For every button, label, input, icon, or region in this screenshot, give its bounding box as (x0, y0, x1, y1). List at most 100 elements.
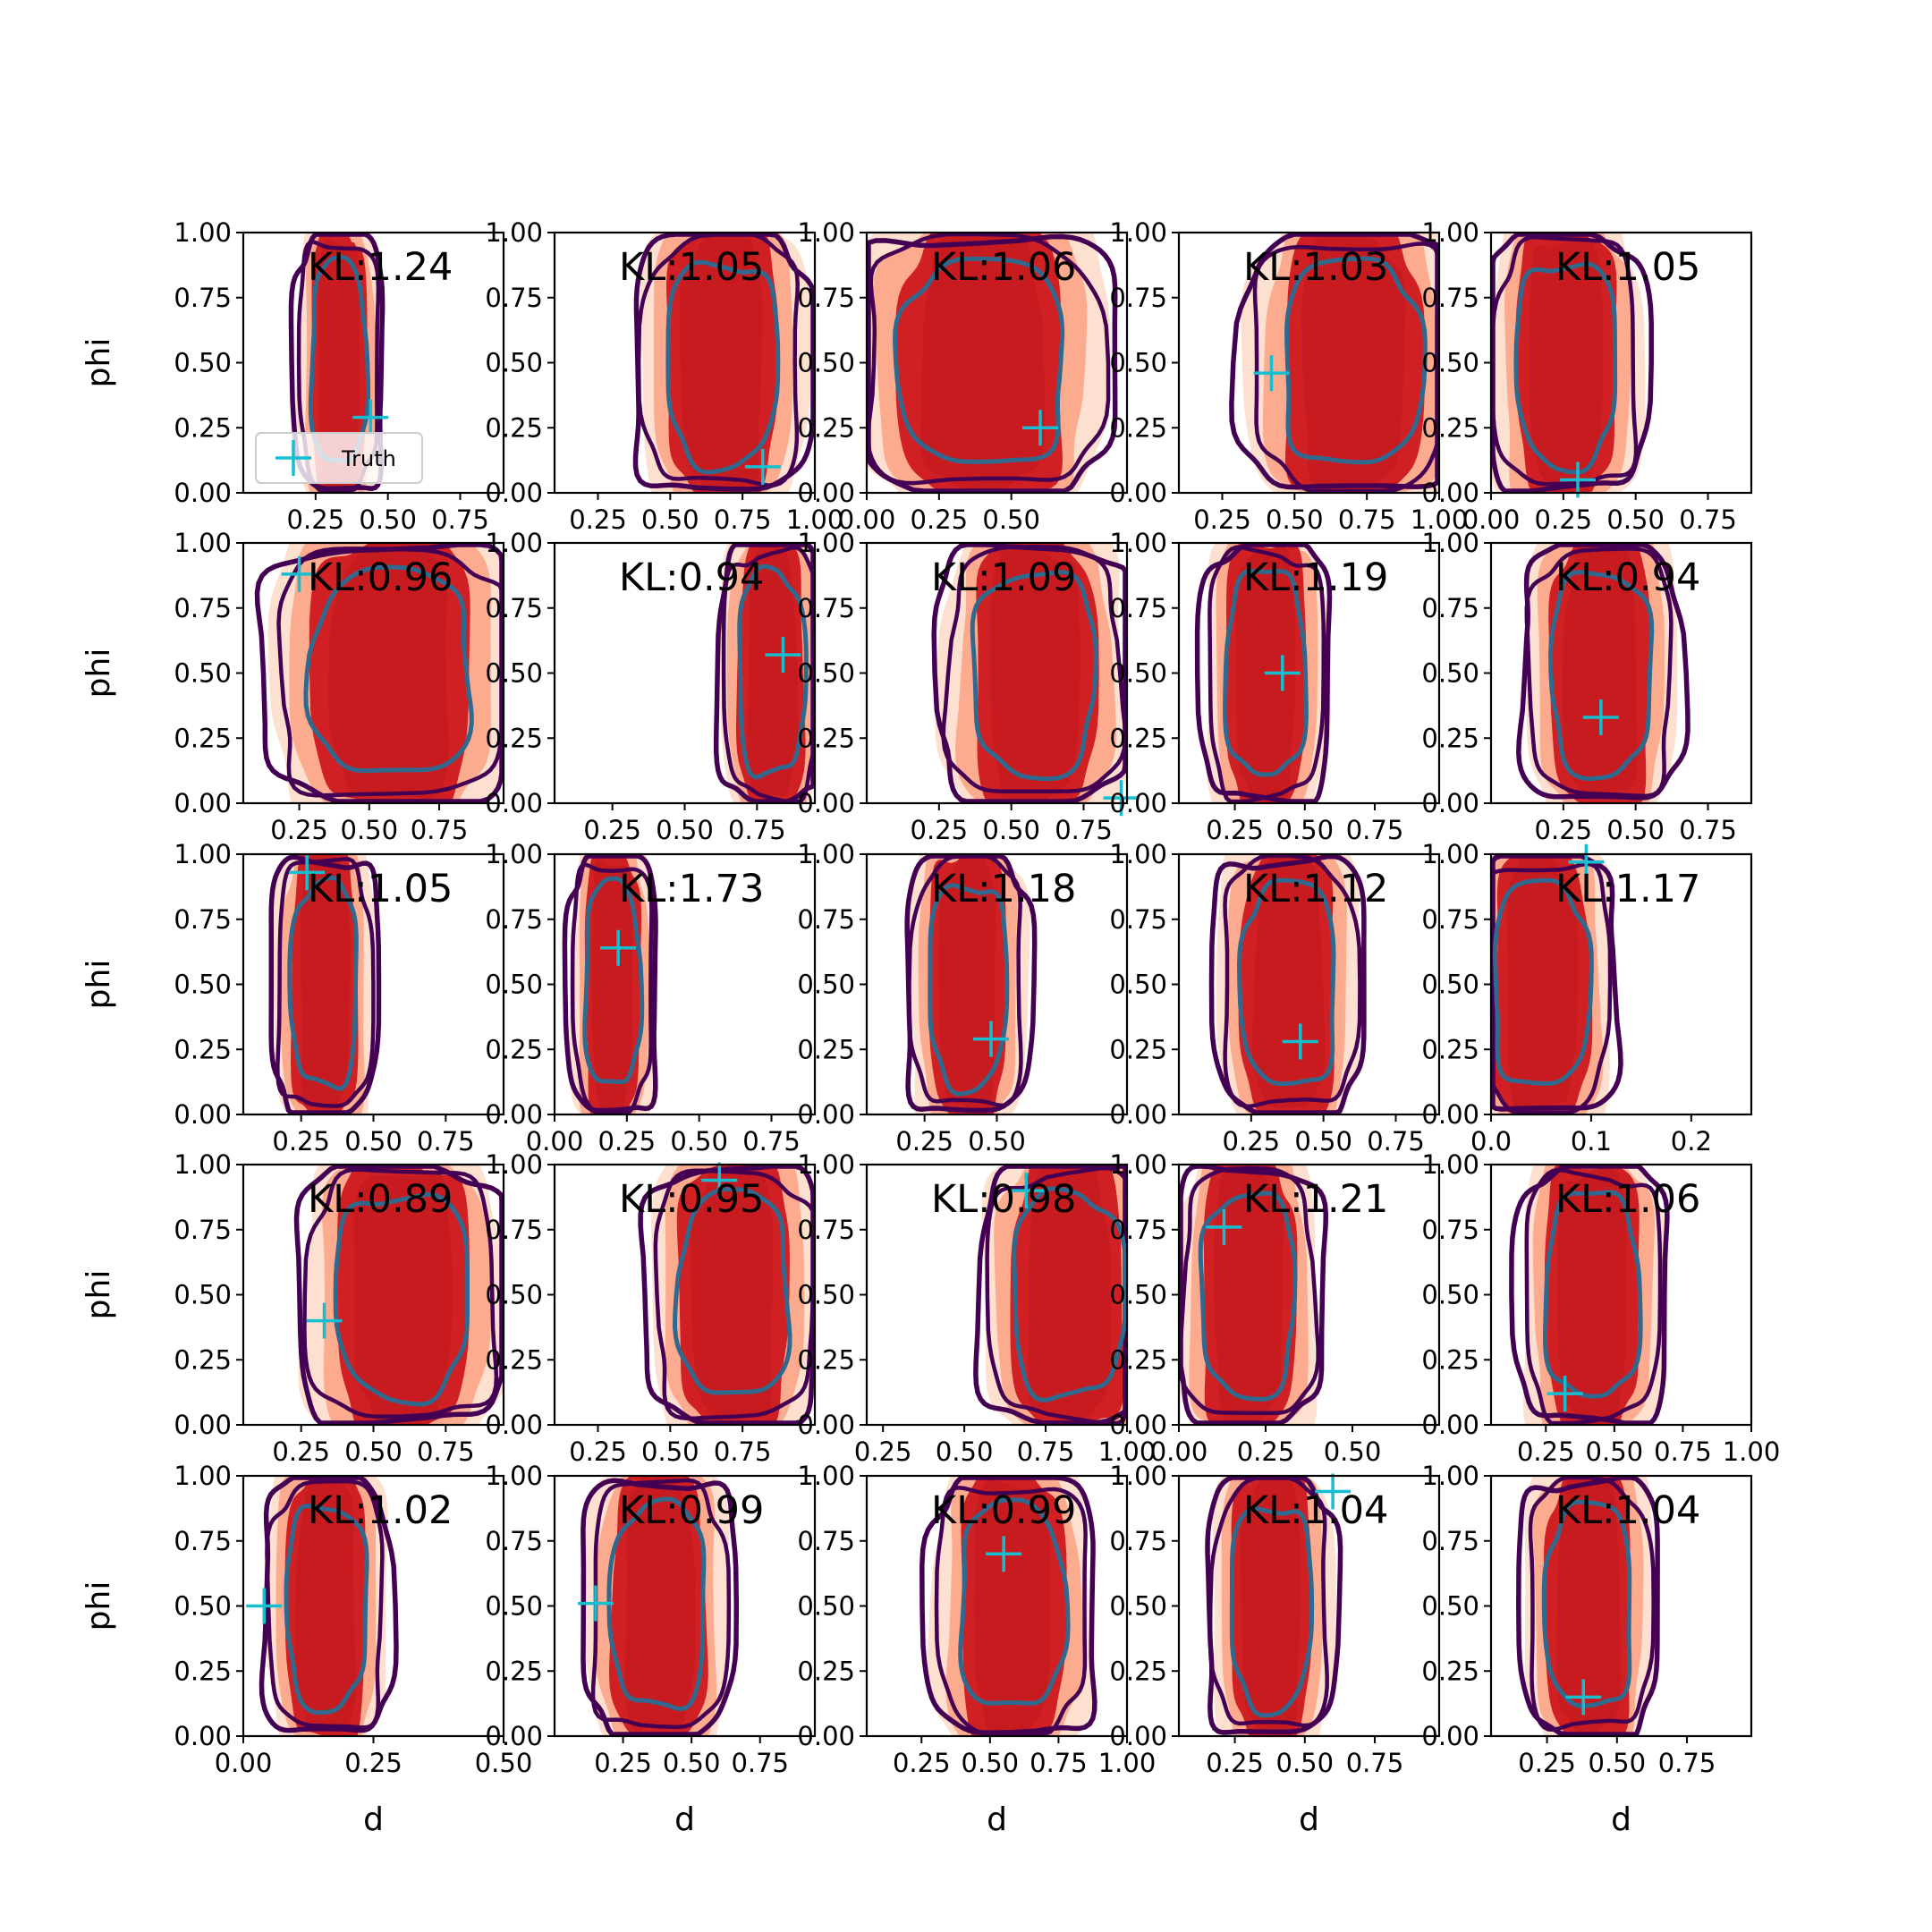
y-tick-label: 0.25 (1109, 723, 1167, 753)
x-tick-label: 0.50 (663, 1748, 721, 1778)
contour-line-outer (1194, 543, 1333, 803)
y-tick-label: 0.25 (1421, 1656, 1479, 1686)
contour-line-inner (1223, 568, 1309, 777)
y-tick-label: 0.00 (1421, 1721, 1479, 1751)
y-tick-label: 1.00 (485, 217, 543, 248)
y-tick-label: 1.00 (174, 217, 232, 248)
y-tick-label: 0.50 (485, 348, 543, 378)
x-tick-label: 0.75 (431, 504, 489, 535)
density-contours (638, 1165, 815, 1425)
panel-5-2: 0.00 0.25 0.50 0.75 1.00 0.25 0.50 0.75 KL:0.99 d (485, 1461, 817, 1838)
truth-marker (1582, 699, 1619, 735)
panel-5-5: 0.00 0.25 0.50 0.75 1.00 0.25 0.50 0.75 KL:1.04 d (1421, 1461, 1753, 1838)
kl-annotation: KL:1.21 (1243, 1177, 1388, 1222)
x-tick-label: 0.75 (1367, 1126, 1425, 1157)
x-tick-label: 0.75 (1055, 815, 1113, 845)
truth-marker (986, 1536, 1022, 1572)
x-tick-label: 0.75 (1030, 1748, 1088, 1778)
x-tick-label: 0.50 (344, 1436, 402, 1467)
x-tick-label: 0.50 (1276, 1748, 1335, 1778)
contour-line-inner (958, 1497, 1071, 1706)
x-tick-label: 0.25 (1518, 1748, 1576, 1778)
contour-line-mid (653, 1168, 815, 1421)
x-tick-label: 0.50 (1589, 1748, 1647, 1778)
contour-line-mid (1208, 1476, 1329, 1728)
kl-annotation: KL:1.12 (1243, 867, 1388, 911)
y-tick-label: 0.00 (797, 788, 855, 818)
contour-line-mid (1491, 861, 1613, 1114)
x-tick-label: 0.50 (1606, 815, 1665, 845)
x-tick-label: 0.25 (583, 815, 641, 845)
contour-line-inner (737, 564, 809, 780)
contour-line-inner (970, 570, 1098, 782)
kl-annotation: KL:1.73 (619, 867, 764, 911)
y-tick-label: 0.00 (174, 788, 232, 818)
kl-annotation: KL:1.09 (931, 555, 1076, 600)
y-tick-label: 0.75 (1421, 283, 1479, 313)
y-tick-label: 0.25 (797, 412, 855, 443)
contour-line-inner (1513, 261, 1618, 475)
x-tick-label: 0.50 (475, 1748, 533, 1778)
x-tick-label: 0.75 (1658, 1748, 1716, 1778)
contour-line-outer (288, 233, 386, 491)
x-tick-label: 0.50 (968, 1126, 1026, 1157)
x-tick-label: 1.00 (1411, 504, 1469, 535)
density-contours (1229, 233, 1439, 493)
y-tick-label: 1.00 (485, 839, 543, 869)
y-tick-label: 0.00 (485, 1721, 543, 1751)
contour-line-outer (254, 543, 504, 803)
contour-line-outer (919, 1476, 1097, 1736)
contour-line-outer (293, 1165, 504, 1425)
x-tick-label: 0.50 (982, 504, 1040, 535)
density-fill-core (974, 1479, 1051, 1736)
y-axis-label: phi (80, 1581, 117, 1631)
y-tick-label: 0.75 (174, 1526, 232, 1556)
y-tick-label: 0.25 (1109, 1344, 1167, 1375)
density-fill-core (1027, 1165, 1112, 1422)
y-tick-label: 0.50 (1421, 1280, 1479, 1310)
x-tick-label: 0.25 (272, 1126, 330, 1157)
x-tick-label: 0.25 (598, 1126, 657, 1157)
kl-annotation: KL:1.17 (1555, 867, 1700, 911)
x-tick-label: 0.00 (526, 1126, 584, 1157)
x-tick-label: 0.75 (1346, 1748, 1404, 1778)
y-tick-label: 0.50 (797, 348, 855, 378)
kl-annotation: KL:1.05 (1555, 245, 1700, 290)
y-tick-label: 0.75 (1109, 283, 1167, 313)
contour-line-inner (582, 876, 645, 1085)
x-tick-label: 0.25 (1535, 504, 1593, 535)
x-tick-label: 1.00 (1723, 1436, 1781, 1467)
y-tick-label: 0.00 (1109, 1099, 1167, 1130)
density-fill-core (328, 543, 449, 799)
y-tick-label: 0.50 (1109, 658, 1167, 689)
contour-line-mid (907, 854, 1023, 1108)
y-tick-label: 0.75 (797, 593, 855, 623)
truth-marker (1315, 1473, 1352, 1510)
x-tick-label: 0.25 (270, 815, 328, 845)
density-contours (632, 233, 815, 493)
density-contours (1208, 854, 1367, 1114)
x-tick-label: 0.0 (1470, 1126, 1512, 1157)
density-contours (919, 1476, 1097, 1736)
y-tick-label: 0.75 (1109, 1526, 1167, 1556)
y-tick-label: 0.00 (1109, 788, 1167, 818)
y-tick-label: 1.00 (485, 528, 543, 558)
kl-annotation: KL:1.04 (1243, 1488, 1388, 1533)
x-axis-label: d (987, 1801, 1007, 1838)
contour-line-outer (1516, 1476, 1660, 1736)
density-contours (713, 543, 815, 803)
x-tick-label: 0.25 (911, 504, 969, 535)
kl-annotation: KL:1.19 (1243, 555, 1388, 600)
contour-line-mid (1528, 1476, 1656, 1733)
y-tick-label: 0.25 (1421, 1034, 1479, 1064)
panel-2-1: 0.00 0.25 0.50 0.75 1.00 0.25 0.50 0.75 KL:0.96 p… (80, 528, 505, 845)
y-tick-label: 0.00 (174, 1099, 232, 1130)
contour-line-mid (1252, 242, 1439, 493)
y-tick-label: 0.75 (1421, 1215, 1479, 1245)
y-tick-label: 0.00 (174, 1721, 232, 1751)
y-tick-label: 0.25 (485, 1656, 543, 1686)
x-tick-label: 0.50 (936, 1436, 994, 1467)
density-fill-core (1557, 1165, 1627, 1425)
panel-3-3: 0.00 0.25 0.50 0.75 1.00 0.25 0.50 KL:1.18 (797, 839, 1129, 1157)
y-tick-label: 0.75 (797, 283, 855, 313)
